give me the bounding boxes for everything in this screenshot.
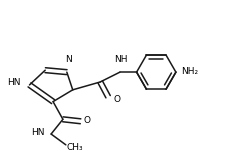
Text: NH: NH (114, 55, 128, 64)
Text: NH₂: NH₂ (181, 67, 198, 76)
Text: O: O (84, 116, 91, 125)
Text: N: N (65, 55, 72, 64)
Text: O: O (113, 95, 120, 104)
Text: CH₃: CH₃ (66, 143, 83, 152)
Text: HN: HN (31, 128, 44, 137)
Text: HN: HN (7, 78, 21, 88)
